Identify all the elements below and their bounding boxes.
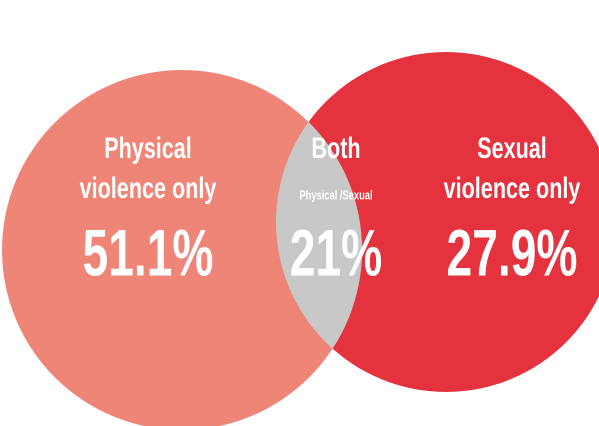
label-group: Sexual bbox=[477, 130, 547, 164]
label-group: Both bbox=[311, 130, 360, 164]
set-label: violence only bbox=[444, 170, 581, 204]
left-circle bbox=[2, 70, 362, 426]
value-label: 21% bbox=[290, 216, 382, 290]
set-label: Sexual bbox=[477, 130, 547, 164]
label-group: violence only bbox=[444, 170, 581, 204]
value-group: 51.1% bbox=[83, 216, 214, 290]
set-label: violence only bbox=[80, 170, 217, 204]
value-group: 21% bbox=[290, 216, 382, 290]
venn-shapes bbox=[2, 52, 599, 426]
right-circle bbox=[276, 52, 599, 392]
label-group: violence only bbox=[80, 170, 217, 204]
set-label: Physical /Sexual bbox=[299, 189, 372, 203]
venn-labels: Physical violence only 51.1% Both Physical /… bbox=[80, 130, 581, 290]
value-label: 51.1% bbox=[83, 216, 214, 290]
value-group: 27.9% bbox=[447, 216, 578, 290]
set-label: Both bbox=[311, 130, 360, 164]
value-label: 27.9% bbox=[447, 216, 578, 290]
set-label: Physical bbox=[104, 130, 192, 164]
label-group: Physical bbox=[104, 130, 192, 164]
label-group: Physical /Sexual bbox=[299, 189, 372, 203]
